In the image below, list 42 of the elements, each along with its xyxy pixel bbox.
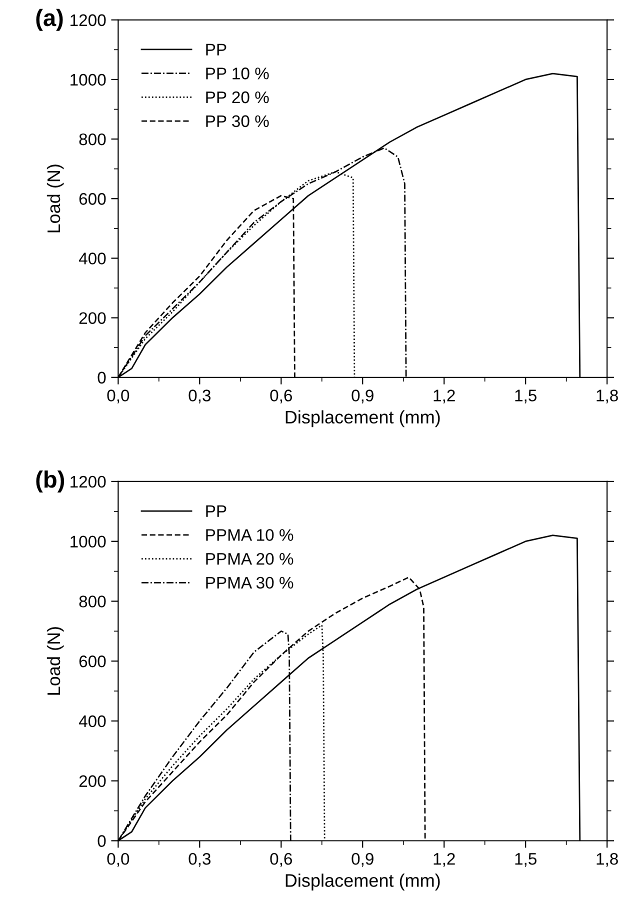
chart-title: (b) xyxy=(36,470,64,492)
x-tick-label: 1,2 xyxy=(434,390,455,404)
legend-label: PP 20 % xyxy=(206,91,269,104)
x-tick-label: 0,0 xyxy=(107,390,130,404)
x-tick-label: 1,8 xyxy=(596,852,618,867)
legend-label: PPMA 10 % xyxy=(206,529,294,541)
x-axis-title: Displacement (mm) xyxy=(286,410,440,428)
y-tick-label: 1200 xyxy=(70,14,106,26)
x-tick-label: 0,0 xyxy=(107,852,130,867)
y-tick-label: 400 xyxy=(78,252,106,264)
y-tick-label: 0 xyxy=(98,835,106,847)
x-axis-title: Displacement (mm) xyxy=(286,874,440,890)
x-tick-label: 0,6 xyxy=(270,390,292,404)
y-tick-label: 600 xyxy=(79,656,106,668)
legend-label: PPMA 20 % xyxy=(206,552,294,565)
y-tick-label: 1000 xyxy=(70,74,106,86)
legend-label: PP xyxy=(206,44,226,56)
y-tick-label: 0 xyxy=(98,372,106,384)
y-tick-label: 200 xyxy=(79,775,106,788)
x-tick-label: 1,8 xyxy=(596,390,618,404)
y-tick-label: 800 xyxy=(79,596,106,608)
y-axis-title: Load (N) xyxy=(46,164,64,232)
y-tick-label: 1000 xyxy=(70,536,106,548)
x-tick-label: 0,3 xyxy=(188,390,211,404)
y-tick-label: 800 xyxy=(79,133,106,146)
y-tick-label: 600 xyxy=(79,193,106,205)
legend-label: PP 30 % xyxy=(206,115,269,128)
y-tick-label: 400 xyxy=(78,715,106,728)
y-tick-label: 200 xyxy=(79,312,106,324)
x-tick-label: 0,6 xyxy=(270,852,292,867)
chart-title: (a) xyxy=(36,8,63,31)
y-axis-title: Load (N) xyxy=(46,627,64,695)
legend-label: PP 10 % xyxy=(206,68,269,80)
x-tick-label: 1,5 xyxy=(515,390,536,404)
x-tick-label: 0,3 xyxy=(188,852,211,867)
x-tick-label: 0,9 xyxy=(352,390,374,404)
x-tick-label: 0,9 xyxy=(352,852,374,867)
x-tick-label: 1,2 xyxy=(434,852,455,867)
legend-label: PP xyxy=(206,505,226,517)
legend-label: PPMA 30 % xyxy=(206,576,294,589)
y-tick-label: 1200 xyxy=(70,476,106,488)
x-tick-label: 1,5 xyxy=(515,853,536,867)
